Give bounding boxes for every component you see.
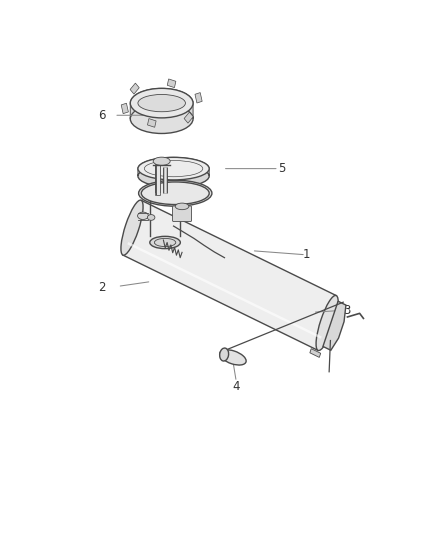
Polygon shape <box>121 103 128 114</box>
Polygon shape <box>123 200 336 350</box>
Text: 2: 2 <box>99 281 106 294</box>
Ellipse shape <box>130 104 193 133</box>
Ellipse shape <box>141 182 209 205</box>
Text: 4: 4 <box>233 379 240 393</box>
Polygon shape <box>130 88 193 119</box>
Text: 5: 5 <box>279 162 286 175</box>
Ellipse shape <box>150 236 180 249</box>
Ellipse shape <box>138 180 212 206</box>
FancyBboxPatch shape <box>173 206 191 222</box>
Polygon shape <box>148 119 156 127</box>
Ellipse shape <box>153 157 170 165</box>
Polygon shape <box>167 79 176 87</box>
Polygon shape <box>195 93 202 103</box>
Ellipse shape <box>138 165 209 187</box>
Ellipse shape <box>138 94 185 112</box>
Polygon shape <box>184 112 193 123</box>
Polygon shape <box>310 349 321 358</box>
Ellipse shape <box>138 212 148 220</box>
Polygon shape <box>130 83 139 94</box>
Ellipse shape <box>220 350 246 365</box>
Ellipse shape <box>148 215 155 220</box>
Ellipse shape <box>130 88 193 118</box>
Text: 3: 3 <box>343 304 350 317</box>
Ellipse shape <box>138 157 209 180</box>
Polygon shape <box>323 301 346 350</box>
Ellipse shape <box>219 348 229 361</box>
Ellipse shape <box>121 200 143 255</box>
Text: 1: 1 <box>302 248 310 261</box>
Ellipse shape <box>316 295 338 351</box>
Text: 6: 6 <box>99 109 106 122</box>
Ellipse shape <box>175 203 189 209</box>
Polygon shape <box>138 157 209 176</box>
